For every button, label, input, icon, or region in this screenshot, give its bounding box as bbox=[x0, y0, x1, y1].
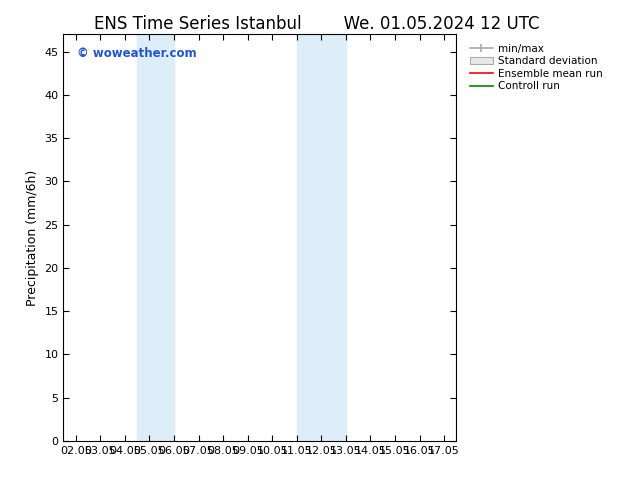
Y-axis label: Precipitation (mm/6h): Precipitation (mm/6h) bbox=[26, 170, 39, 306]
Bar bbox=[297, 34, 346, 441]
Text: © woweather.com: © woweather.com bbox=[77, 47, 197, 60]
Text: ENS Time Series Istanbul        We. 01.05.2024 12 UTC: ENS Time Series Istanbul We. 01.05.2024 … bbox=[94, 15, 540, 33]
Bar bbox=[137, 34, 174, 441]
Legend: min/max, Standard deviation, Ensemble mean run, Controll run: min/max, Standard deviation, Ensemble me… bbox=[465, 40, 607, 96]
